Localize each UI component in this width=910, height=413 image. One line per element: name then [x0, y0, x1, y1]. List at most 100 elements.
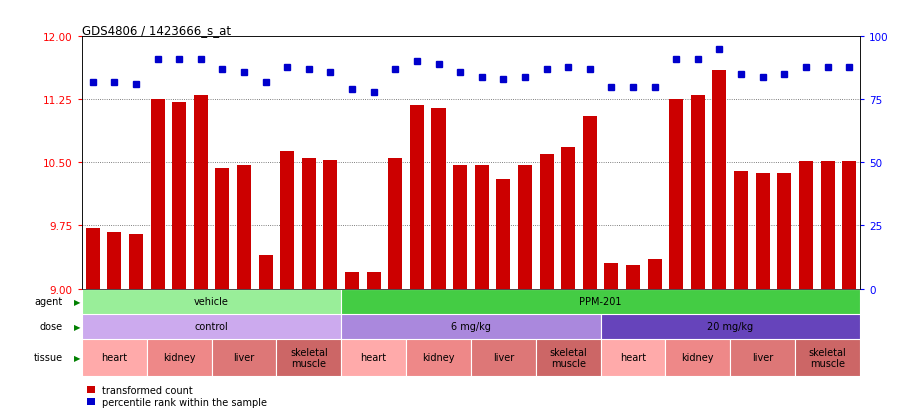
Bar	[730, 339, 795, 376]
Bar	[514, 37, 536, 289]
Bar	[233, 37, 255, 289]
Text: 20 mg/kg: 20 mg/kg	[707, 322, 753, 332]
Bar	[237, 166, 251, 289]
Bar	[709, 37, 730, 289]
Bar	[410, 106, 424, 289]
Bar	[190, 37, 211, 289]
Bar	[341, 314, 601, 339]
Bar	[669, 100, 683, 289]
Text: control: control	[195, 322, 228, 332]
Bar	[518, 166, 532, 289]
Bar	[319, 37, 341, 289]
Bar	[255, 37, 277, 289]
Bar	[341, 37, 363, 289]
Text: vehicle: vehicle	[194, 297, 229, 306]
Bar	[216, 169, 229, 289]
Bar	[86, 228, 100, 289]
Bar	[582, 117, 597, 289]
Bar	[471, 339, 536, 376]
Text: heart: heart	[360, 353, 387, 363]
Bar	[795, 37, 816, 289]
Bar	[211, 37, 233, 289]
Bar	[82, 289, 341, 314]
Text: ▶: ▶	[74, 297, 80, 306]
Bar	[194, 96, 207, 289]
Bar	[302, 159, 316, 289]
Bar	[298, 37, 319, 289]
Bar	[453, 166, 467, 289]
Bar	[601, 37, 622, 289]
Bar	[557, 37, 579, 289]
Bar	[277, 339, 341, 376]
Bar	[601, 339, 665, 376]
Bar	[799, 161, 813, 289]
Bar	[363, 37, 384, 289]
Bar	[406, 37, 428, 289]
Bar	[323, 161, 338, 289]
Text: kidney: kidney	[163, 353, 196, 363]
Text: ▶: ▶	[74, 353, 80, 362]
Bar	[816, 37, 838, 289]
Bar	[258, 255, 273, 289]
Bar	[536, 339, 601, 376]
Text: skeletal
muscle: skeletal muscle	[809, 347, 846, 368]
Text: liver: liver	[233, 353, 255, 363]
Bar	[648, 259, 662, 289]
Bar	[601, 314, 860, 339]
Bar	[150, 100, 165, 289]
Bar	[713, 71, 726, 289]
Bar	[665, 37, 687, 289]
Bar	[82, 339, 147, 376]
Bar	[147, 339, 211, 376]
Bar	[125, 37, 147, 289]
Bar	[755, 173, 770, 289]
Bar	[341, 339, 406, 376]
Bar	[536, 37, 557, 289]
Text: heart: heart	[101, 353, 127, 363]
Text: GDS4806 / 1423666_s_at: GDS4806 / 1423666_s_at	[82, 24, 231, 37]
Y-axis label: agent: agent	[35, 297, 63, 306]
Bar	[471, 37, 492, 289]
Bar	[579, 37, 601, 289]
Bar	[838, 37, 860, 289]
Bar	[622, 37, 643, 289]
Bar	[82, 314, 341, 339]
Bar	[450, 37, 470, 289]
Bar	[129, 234, 143, 289]
Bar	[752, 37, 774, 289]
Y-axis label: tissue: tissue	[34, 353, 63, 363]
Bar	[734, 171, 748, 289]
Text: kidney: kidney	[682, 353, 714, 363]
Bar	[384, 37, 406, 289]
Text: skeletal
muscle: skeletal muscle	[550, 347, 587, 368]
Bar	[691, 96, 705, 289]
Text: PPM-201: PPM-201	[580, 297, 622, 306]
Legend: transformed count, percentile rank within the sample: transformed count, percentile rank withi…	[86, 385, 268, 407]
Text: ▶: ▶	[74, 322, 80, 331]
Bar	[82, 37, 104, 289]
Bar	[211, 339, 277, 376]
Bar	[821, 161, 834, 289]
Text: kidney: kidney	[422, 353, 455, 363]
Bar	[496, 180, 511, 289]
Bar	[730, 37, 752, 289]
Text: skeletal
muscle: skeletal muscle	[290, 347, 328, 368]
Bar	[665, 339, 730, 376]
Bar	[431, 109, 446, 289]
Bar	[687, 37, 709, 289]
Bar	[842, 161, 856, 289]
Bar	[389, 159, 402, 289]
Bar	[107, 233, 121, 289]
Bar	[540, 154, 553, 289]
Bar	[428, 37, 450, 289]
Bar	[341, 289, 860, 314]
Bar	[367, 272, 380, 289]
Bar	[492, 37, 514, 289]
Bar	[280, 152, 294, 289]
Text: heart: heart	[620, 353, 646, 363]
Bar	[406, 339, 471, 376]
Bar	[345, 272, 359, 289]
Text: 6 mg/kg: 6 mg/kg	[451, 322, 490, 332]
Bar	[604, 264, 619, 289]
Bar	[168, 37, 190, 289]
